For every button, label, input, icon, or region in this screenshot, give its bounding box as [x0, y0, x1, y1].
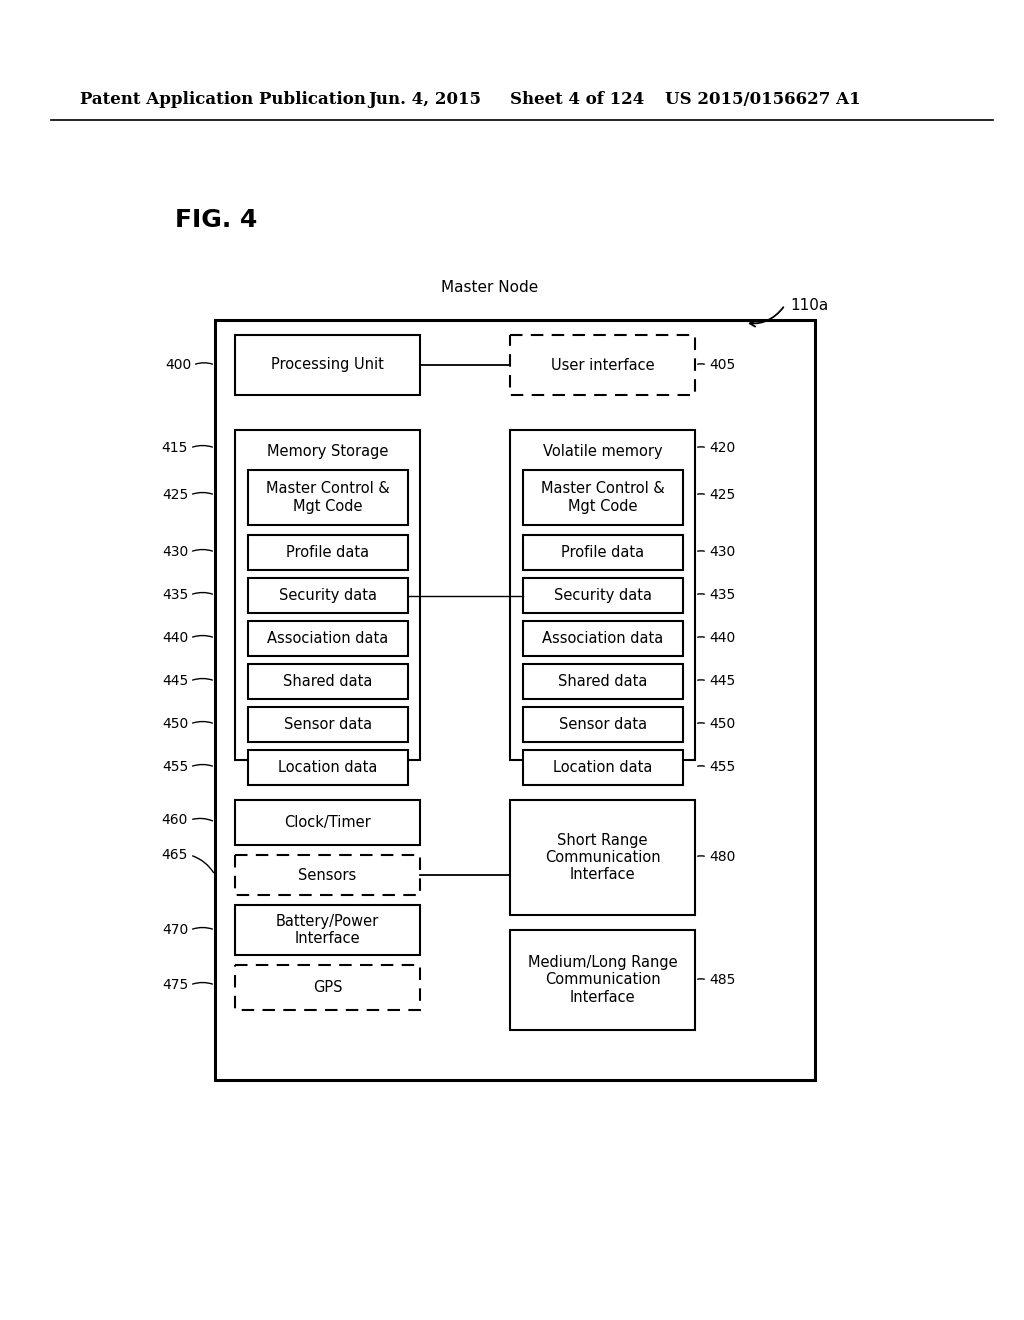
Text: 480: 480 — [709, 850, 735, 865]
Text: Security data: Security data — [554, 587, 652, 603]
Bar — [523, 620, 683, 656]
Bar — [510, 430, 695, 760]
Text: Shared data: Shared data — [284, 675, 373, 689]
Text: 455: 455 — [709, 760, 735, 774]
Text: Processing Unit: Processing Unit — [271, 358, 384, 372]
Text: 430: 430 — [162, 545, 188, 558]
Bar — [248, 708, 408, 742]
Bar — [523, 578, 683, 612]
Text: 425: 425 — [162, 488, 188, 502]
Text: Sensors: Sensors — [298, 867, 356, 883]
Text: GPS: GPS — [312, 979, 342, 995]
Text: 420: 420 — [709, 441, 735, 455]
Bar — [248, 470, 408, 525]
Text: Short Range
Communication
Interface: Short Range Communication Interface — [545, 833, 660, 882]
Text: 430: 430 — [709, 545, 735, 558]
Bar — [215, 319, 815, 1080]
Bar — [510, 931, 695, 1030]
Bar — [510, 335, 695, 395]
Text: Clock/Timer: Clock/Timer — [284, 814, 371, 830]
Text: Security data: Security data — [279, 587, 377, 603]
Text: Master Control &
Mgt Code: Master Control & Mgt Code — [541, 482, 665, 513]
Text: Master Node: Master Node — [441, 280, 539, 294]
Text: Shared data: Shared data — [558, 675, 648, 689]
Bar — [234, 906, 420, 954]
Bar — [510, 800, 695, 915]
Text: 425: 425 — [709, 488, 735, 502]
Bar — [234, 800, 420, 845]
Bar — [248, 578, 408, 612]
Text: 440: 440 — [162, 631, 188, 645]
Bar — [234, 855, 420, 895]
Text: 400: 400 — [165, 358, 191, 372]
Text: 455: 455 — [162, 760, 188, 774]
Text: 485: 485 — [709, 973, 735, 987]
Bar — [523, 708, 683, 742]
Text: Medium/Long Range
Communication
Interface: Medium/Long Range Communication Interfac… — [527, 956, 677, 1005]
Text: Volatile memory: Volatile memory — [543, 444, 663, 459]
Text: 465: 465 — [162, 847, 188, 862]
Text: FIG. 4: FIG. 4 — [175, 209, 257, 232]
Text: Association data: Association data — [543, 631, 664, 645]
Text: 110a: 110a — [790, 297, 828, 313]
Text: Sensor data: Sensor data — [284, 717, 372, 733]
Bar — [523, 750, 683, 785]
Text: US 2015/0156627 A1: US 2015/0156627 A1 — [665, 91, 860, 108]
Text: Profile data: Profile data — [287, 545, 370, 560]
Text: Memory Storage: Memory Storage — [267, 444, 388, 459]
Text: 445: 445 — [162, 675, 188, 688]
Text: 470: 470 — [162, 923, 188, 937]
Text: 450: 450 — [162, 717, 188, 731]
Bar — [234, 430, 420, 760]
Text: Sheet 4 of 124: Sheet 4 of 124 — [510, 91, 644, 108]
Text: Association data: Association data — [267, 631, 389, 645]
Text: 440: 440 — [709, 631, 735, 645]
Text: Profile data: Profile data — [561, 545, 644, 560]
Bar — [248, 750, 408, 785]
Text: 460: 460 — [162, 813, 188, 828]
Text: Location data: Location data — [553, 760, 652, 775]
Text: 415: 415 — [162, 441, 188, 455]
Text: Jun. 4, 2015: Jun. 4, 2015 — [368, 91, 481, 108]
Bar — [523, 664, 683, 700]
Bar — [248, 535, 408, 570]
Bar — [248, 664, 408, 700]
Text: Sensor data: Sensor data — [559, 717, 647, 733]
Text: 435: 435 — [709, 587, 735, 602]
Text: Battery/Power
Interface: Battery/Power Interface — [275, 913, 379, 946]
Text: Location data: Location data — [279, 760, 378, 775]
Text: 405: 405 — [709, 358, 735, 372]
Bar — [523, 535, 683, 570]
Text: 445: 445 — [709, 675, 735, 688]
Bar — [234, 965, 420, 1010]
Text: Master Control &
Mgt Code: Master Control & Mgt Code — [266, 482, 390, 513]
Text: User interface: User interface — [551, 358, 654, 372]
Text: Patent Application Publication: Patent Application Publication — [80, 91, 366, 108]
Text: 450: 450 — [709, 717, 735, 731]
Text: 475: 475 — [162, 978, 188, 993]
Bar — [234, 335, 420, 395]
Bar — [523, 470, 683, 525]
Bar — [248, 620, 408, 656]
Text: 435: 435 — [162, 587, 188, 602]
